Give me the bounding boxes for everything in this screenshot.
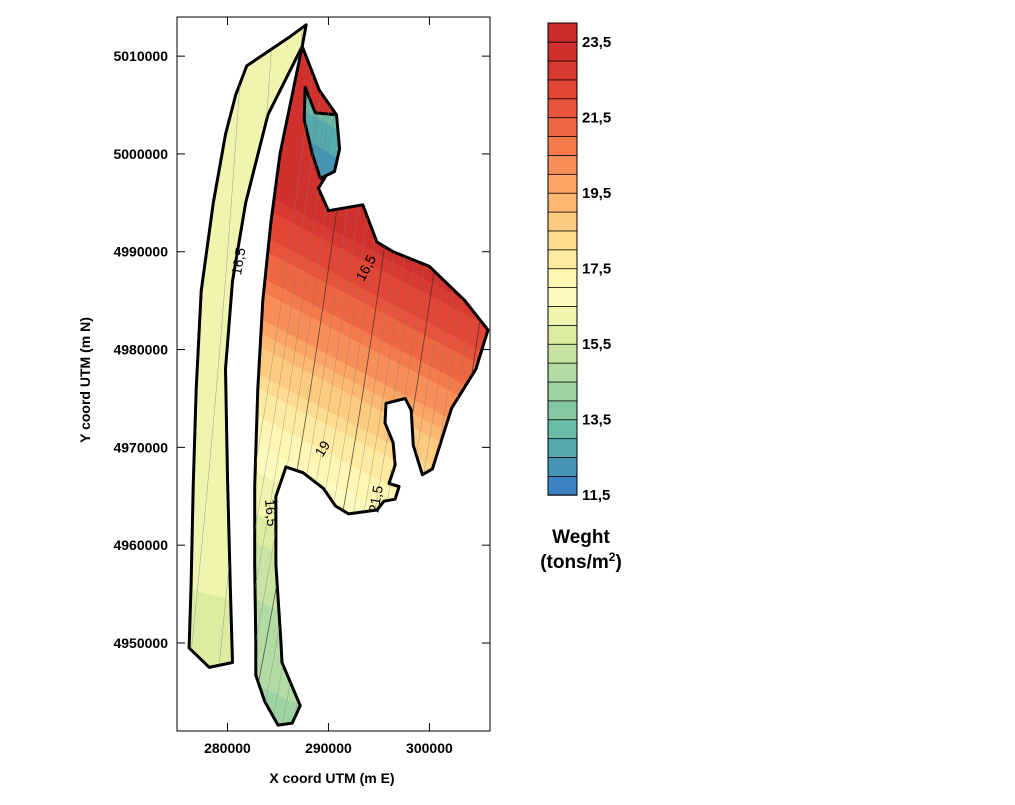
colorbar-swatch: [547, 286, 578, 307]
y-tick-label: 4950000: [113, 635, 168, 651]
contour-label: 16,5: [228, 246, 249, 276]
y-tick-label: 4990000: [113, 244, 168, 260]
colorbar-tick-label: 23,5: [582, 34, 611, 51]
axis-ticks: 280000 290000 300000 4950000 4960000 4970000 4…: [113, 17, 490, 756]
colorbar-swatch: [547, 324, 578, 345]
x-tick-label: 300000: [406, 740, 453, 756]
colorbar-swatch: [547, 135, 578, 156]
plot-border: [176, 16, 491, 732]
colorbar-swatch: [547, 98, 578, 119]
colorbar-swatch: [547, 437, 578, 458]
colorbar-swatch: [547, 211, 578, 232]
colorbar-tick-label: 15,5: [582, 336, 611, 353]
colorbar-swatch: [547, 419, 578, 440]
colorbar-swatch: [547, 249, 578, 270]
colorbar-tick-label: 17,5: [582, 260, 611, 277]
contour-label: 21,5: [365, 484, 386, 514]
colorbar-tick-label: 19,5: [582, 185, 611, 202]
colorbar-swatch: [547, 475, 578, 496]
x-tick-label: 290000: [305, 740, 352, 756]
colorbar-swatch: [547, 60, 578, 81]
colorbar-swatch: [547, 343, 578, 364]
colorbar: 23,5 21,5 19,5 17,5 15,5 13,5 11,5: [547, 22, 611, 504]
colorbar-swatch: [547, 456, 578, 477]
x-axis-title: X coord UTM (m E): [269, 770, 394, 786]
colorbar-title: Weght: [552, 527, 610, 548]
colorbar-swatch: [547, 192, 578, 213]
contour-line: [189, 24, 245, 668]
contour-label: 19: [311, 438, 333, 460]
colorbar-swatch: [547, 362, 578, 383]
y-axis-title: Y coord UTM (m N): [77, 317, 93, 443]
contour-line: [254, 46, 339, 726]
x-tick-label: 280000: [204, 740, 251, 756]
region-fill-western-strip: [189, 24, 307, 668]
colorbar-swatch: [547, 305, 578, 326]
map-regions: [187, 23, 490, 727]
plot-frame: [176, 16, 491, 732]
region-fill-central-lobe: [254, 46, 488, 726]
colorbar-swatch: [547, 154, 578, 175]
colorbar-tick-label: 21,5: [582, 109, 611, 126]
colorbar-swatch: [547, 173, 578, 194]
y-tick-label: 4980000: [113, 342, 168, 358]
colorbar-unit: (tons/m2): [540, 550, 622, 573]
contour-label: 16,5: [262, 499, 280, 528]
colorbar-swatch: [547, 79, 578, 100]
colorbar-swatch: [547, 41, 578, 62]
region-boundary-western-strip: [187, 23, 308, 669]
contour-line: [254, 46, 317, 726]
colorbar-swatch: [547, 22, 578, 43]
colorbar-swatch: [547, 400, 578, 421]
region-boundary-central-lobe: [253, 44, 490, 727]
colorbar-border: [547, 22, 578, 496]
colorbar-swatch: [547, 117, 578, 137]
colorbar-tick-label: 11,5: [582, 487, 610, 504]
contour-line: [254, 46, 328, 726]
y-tick-label: 4970000: [113, 439, 168, 455]
colorbar-tick-label: 13,5: [582, 411, 611, 428]
colorbar-swatch: [547, 268, 578, 289]
colorbar-swatch: [547, 381, 578, 402]
region-boundary-north-tip: [302, 85, 342, 180]
y-tick-label: 4960000: [113, 537, 168, 553]
y-tick-label: 5000000: [113, 146, 168, 162]
colorbar-swatch: [547, 230, 578, 251]
y-tick-label: 5010000: [113, 48, 168, 64]
